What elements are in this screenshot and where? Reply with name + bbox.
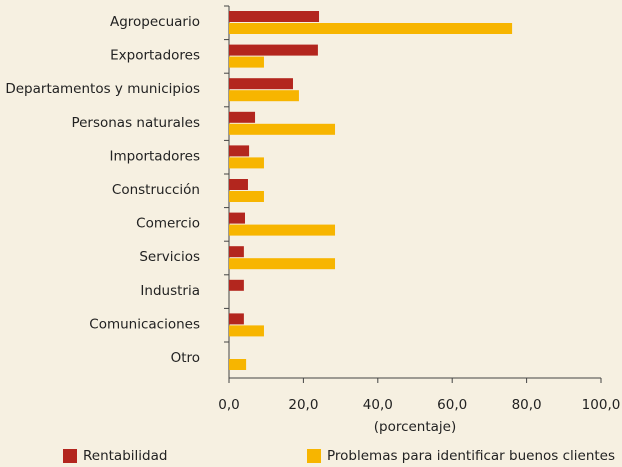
y-tick-label: Servicios — [139, 249, 200, 265]
legend-label: Problemas para identificar buenos client… — [327, 448, 615, 464]
bar — [229, 123, 336, 135]
legend-swatch — [307, 449, 321, 463]
bar — [229, 78, 293, 90]
bar — [229, 56, 264, 68]
y-tick-label: Departamentos y municipios — [5, 81, 200, 97]
x-axis-label: (porcentaje) — [374, 419, 457, 435]
y-tick-label: Personas naturales — [71, 115, 200, 131]
bar — [229, 90, 299, 102]
x-tick-label: 0,0 — [218, 397, 239, 413]
bar — [229, 44, 318, 56]
x-tick-label: 40,0 — [363, 397, 393, 413]
bar — [229, 11, 320, 22]
bar — [229, 325, 264, 337]
bar — [229, 157, 264, 169]
y-tick-label: Construcción — [112, 182, 200, 198]
bar — [229, 359, 247, 370]
y-tick-label: Exportadores — [110, 48, 200, 64]
bar — [229, 224, 336, 236]
x-tick-label: 80,0 — [512, 397, 542, 413]
bar — [229, 191, 264, 202]
x-tick-label: 60,0 — [437, 397, 467, 413]
bar — [229, 23, 513, 34]
bar — [229, 212, 245, 224]
bar — [229, 313, 244, 325]
y-tick-label: Agropecuario — [110, 14, 200, 30]
x-tick-label: 20,0 — [288, 397, 318, 413]
y-tick-label: Comunicaciones — [89, 316, 200, 332]
bar — [229, 111, 256, 123]
bar — [229, 258, 336, 270]
bar — [229, 179, 248, 190]
legend-label: Rentabilidad — [83, 448, 167, 464]
bar — [229, 145, 250, 157]
bar — [229, 246, 244, 258]
y-tick-label: Importadores — [110, 148, 201, 164]
bar — [229, 279, 244, 291]
x-tick-label: 100,0 — [582, 397, 621, 413]
y-tick-label: Otro — [171, 350, 200, 366]
legend-swatch — [63, 449, 77, 463]
y-tick-label: Industria — [140, 283, 200, 299]
y-tick-label: Comercio — [136, 216, 200, 232]
